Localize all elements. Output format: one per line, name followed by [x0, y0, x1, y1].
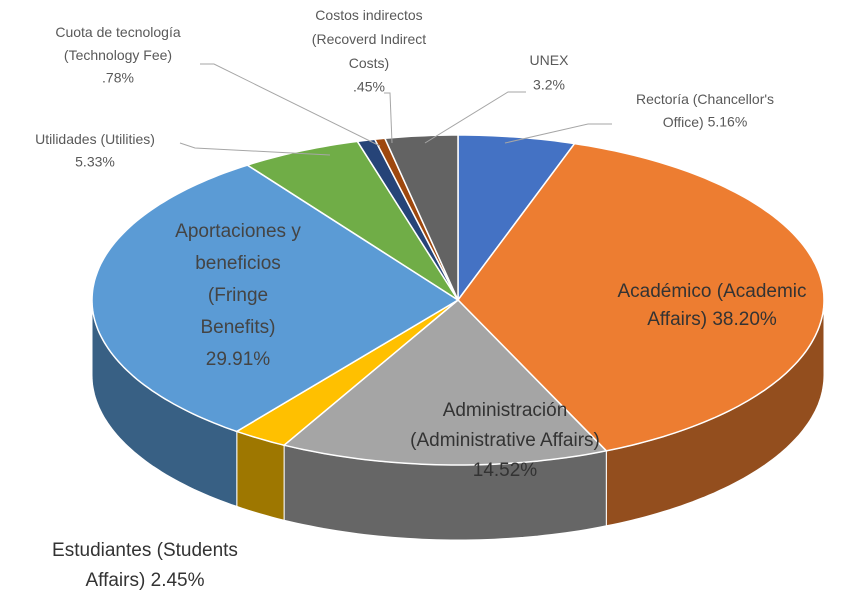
value-label: 3.2%: [533, 77, 565, 93]
slice: [91, 164, 460, 433]
value-label: .78%: [102, 70, 134, 86]
slice-label-line: Affairs): [647, 309, 707, 330]
slice-label-line: Cuota de tecnología: [55, 24, 181, 40]
slice-label-line: UNEX: [530, 52, 570, 68]
slice-label: Académico (Academic Affairs): [617, 281, 806, 330]
slice-side: [236, 430, 285, 521]
slice-label-line: Rectoría (Chancellor's: [636, 91, 774, 107]
leader-line: [384, 92, 393, 144]
slice: [383, 134, 459, 301]
slice-label-line: Costos indirectos: [315, 7, 422, 23]
slice-label: Utilidades (Utilities): [35, 131, 155, 147]
value-label: 2.45%: [151, 570, 205, 591]
value-label: 5.33%: [75, 154, 115, 170]
slice-label-line: Académico (Academic: [617, 281, 806, 302]
slice-label-line: Office): [663, 114, 704, 130]
slice-label-line: Benefits): [201, 317, 276, 338]
slice-label: UNEX: [530, 52, 570, 68]
slice-label-line: Estudiantes (Students: [52, 540, 238, 561]
leader-line: [179, 142, 331, 156]
slice-label: Estudiantes (Students Affairs): [52, 540, 238, 591]
slice-label: Administración (Administrative Affairs): [410, 400, 600, 451]
slice-label-line: beneficios: [195, 253, 281, 274]
slice-label-line: Utilidades (Utilities): [35, 131, 155, 147]
leader-line: [504, 123, 612, 144]
slice: [245, 140, 459, 301]
slice-label-line: (Recoverd Indirect: [312, 31, 426, 47]
slice: [282, 298, 608, 466]
slice-label: Costos indirectos (Recoverd Indirect Costs…: [312, 7, 426, 71]
value-label: 38.20%: [712, 309, 777, 330]
slice-label-line: Aportaciones y: [175, 221, 301, 242]
leader-line: [424, 91, 526, 144]
slice-label-line: Administración: [443, 400, 568, 421]
value-label: 5.16%: [708, 114, 748, 130]
slice: [457, 142, 825, 452]
slice-label-line: Costs): [349, 55, 389, 71]
slice: [235, 299, 459, 447]
leader-line: [200, 63, 381, 147]
slice-label-line: (Administrative Affairs): [410, 430, 600, 451]
slice-label-line: Affairs): [85, 570, 145, 591]
slice-label: Cuota de tecnología (Technology Fee): [55, 24, 181, 63]
slice-label-line: (Technology Fee): [64, 47, 172, 63]
value-label: 14.52%: [473, 460, 538, 481]
value-label: 29.91%: [206, 349, 271, 370]
slice-label: Aportaciones y beneficios (Fringe Benefits): [175, 221, 301, 338]
value-label: .45%: [353, 79, 385, 95]
slice-label: Rectoría (Chancellor's Office): [636, 91, 774, 130]
slice: [457, 134, 576, 303]
slice-label-line: (Fringe: [208, 285, 268, 306]
